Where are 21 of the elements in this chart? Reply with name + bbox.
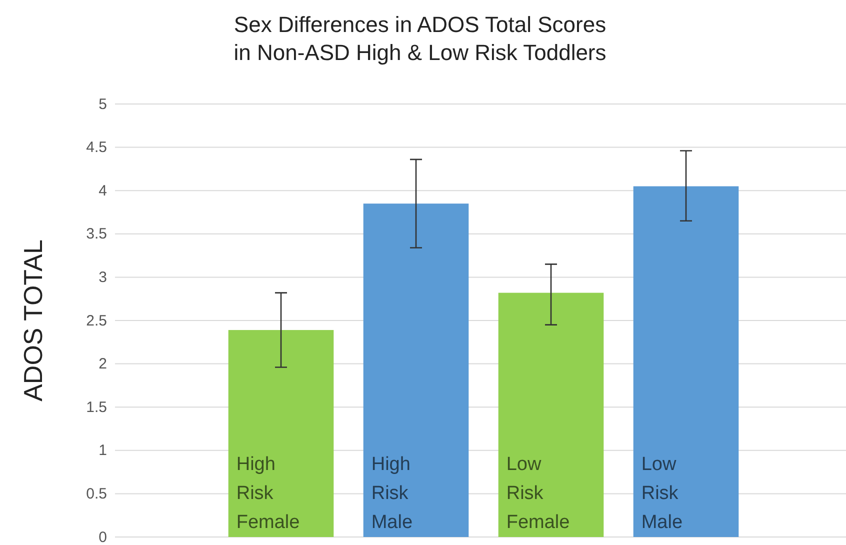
y-tick-label: 4 bbox=[98, 182, 107, 200]
y-tick-label: 4.5 bbox=[86, 139, 107, 156]
x-tick-label: Low Risk Female bbox=[506, 454, 570, 533]
y-tick-label: 0.5 bbox=[86, 486, 107, 502]
bar bbox=[633, 186, 739, 537]
y-tick-label: 1 bbox=[98, 442, 107, 460]
y-tick-label: 0 bbox=[98, 528, 107, 545]
y-tick-label: 3 bbox=[98, 269, 107, 286]
bar bbox=[498, 292, 604, 537]
y-axis-title: ADOS TOTAL bbox=[18, 240, 48, 402]
y-tick-label: 2.5 bbox=[86, 312, 107, 330]
bar bbox=[228, 330, 334, 537]
y-tick-label: 2 bbox=[98, 356, 107, 373]
x-tick-label: High Risk Female bbox=[236, 454, 300, 533]
y-tick-label: 1.5 bbox=[86, 398, 107, 416]
y-tick-label: 3.5 bbox=[86, 226, 107, 243]
chart-title: Sex Differences in ADOS Total Scores in Non-ASD High & Low Risk Toddlers bbox=[234, 12, 606, 65]
bar bbox=[363, 204, 469, 537]
x-tick-label: High Risk Male bbox=[371, 454, 413, 533]
x-tick-label: Low Risk Male bbox=[641, 454, 683, 533]
y-tick-label: 5 bbox=[98, 96, 107, 113]
